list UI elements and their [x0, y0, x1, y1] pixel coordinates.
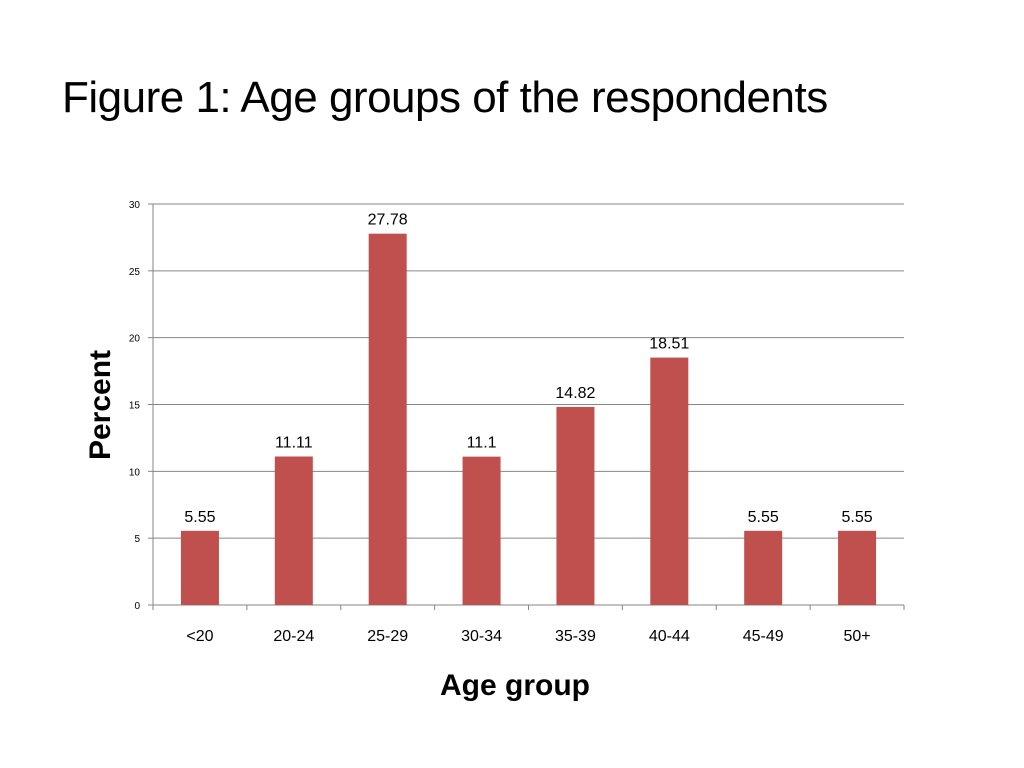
- bar: [274, 456, 313, 605]
- page-title: Figure 1: Age groups of the respondents: [62, 73, 828, 122]
- bar: [744, 530, 783, 605]
- x-tick-label: 35-39: [555, 628, 596, 645]
- y-tick-label: 20: [129, 334, 141, 345]
- y-tick-label: 10: [129, 467, 141, 478]
- bar: [180, 530, 219, 605]
- data-labels: 5.55 11.11 27.78 11.1 14.82 18.51 5.55 5.55: [184, 212, 872, 526]
- tick-labels: 0 5 10 15 20 25 30 <20 20-24 25-29 30-34 35-39 40-44…: [129, 200, 871, 645]
- y-axis-title: Percent: [84, 350, 117, 460]
- x-tick-label: 45-49: [743, 628, 784, 645]
- data-label: 18.51: [649, 336, 689, 353]
- data-label: 27.78: [368, 212, 408, 229]
- y-tick-label: 15: [129, 401, 141, 412]
- data-label: 14.82: [555, 385, 595, 402]
- bars: [180, 233, 877, 605]
- x-axis-title: Age group: [440, 669, 590, 702]
- data-label: 11.11: [275, 434, 313, 451]
- x-tick-label: <20: [186, 628, 213, 645]
- x-tick-label: 50+: [843, 628, 870, 645]
- bar: [556, 406, 595, 605]
- y-tick-label: 0: [134, 601, 140, 612]
- x-tick-label: 40-44: [649, 628, 690, 645]
- axes: [148, 203, 905, 610]
- bar: [650, 357, 689, 605]
- bar: [462, 456, 501, 605]
- data-label: 5.55: [748, 509, 779, 526]
- y-tick-label: 25: [129, 267, 141, 278]
- data-label: 11.1: [467, 435, 497, 452]
- data-label: 5.55: [184, 509, 215, 526]
- bar: [368, 233, 407, 605]
- y-tick-label: 5: [134, 534, 140, 545]
- y-tick-label: 30: [129, 200, 141, 211]
- x-tick-label: 30-34: [461, 628, 502, 645]
- x-tick-label: 25-29: [367, 628, 408, 645]
- x-tick-label: 20-24: [273, 628, 314, 645]
- gridlines: [153, 203, 904, 539]
- bar: [838, 530, 877, 605]
- data-label: 5.55: [841, 509, 872, 526]
